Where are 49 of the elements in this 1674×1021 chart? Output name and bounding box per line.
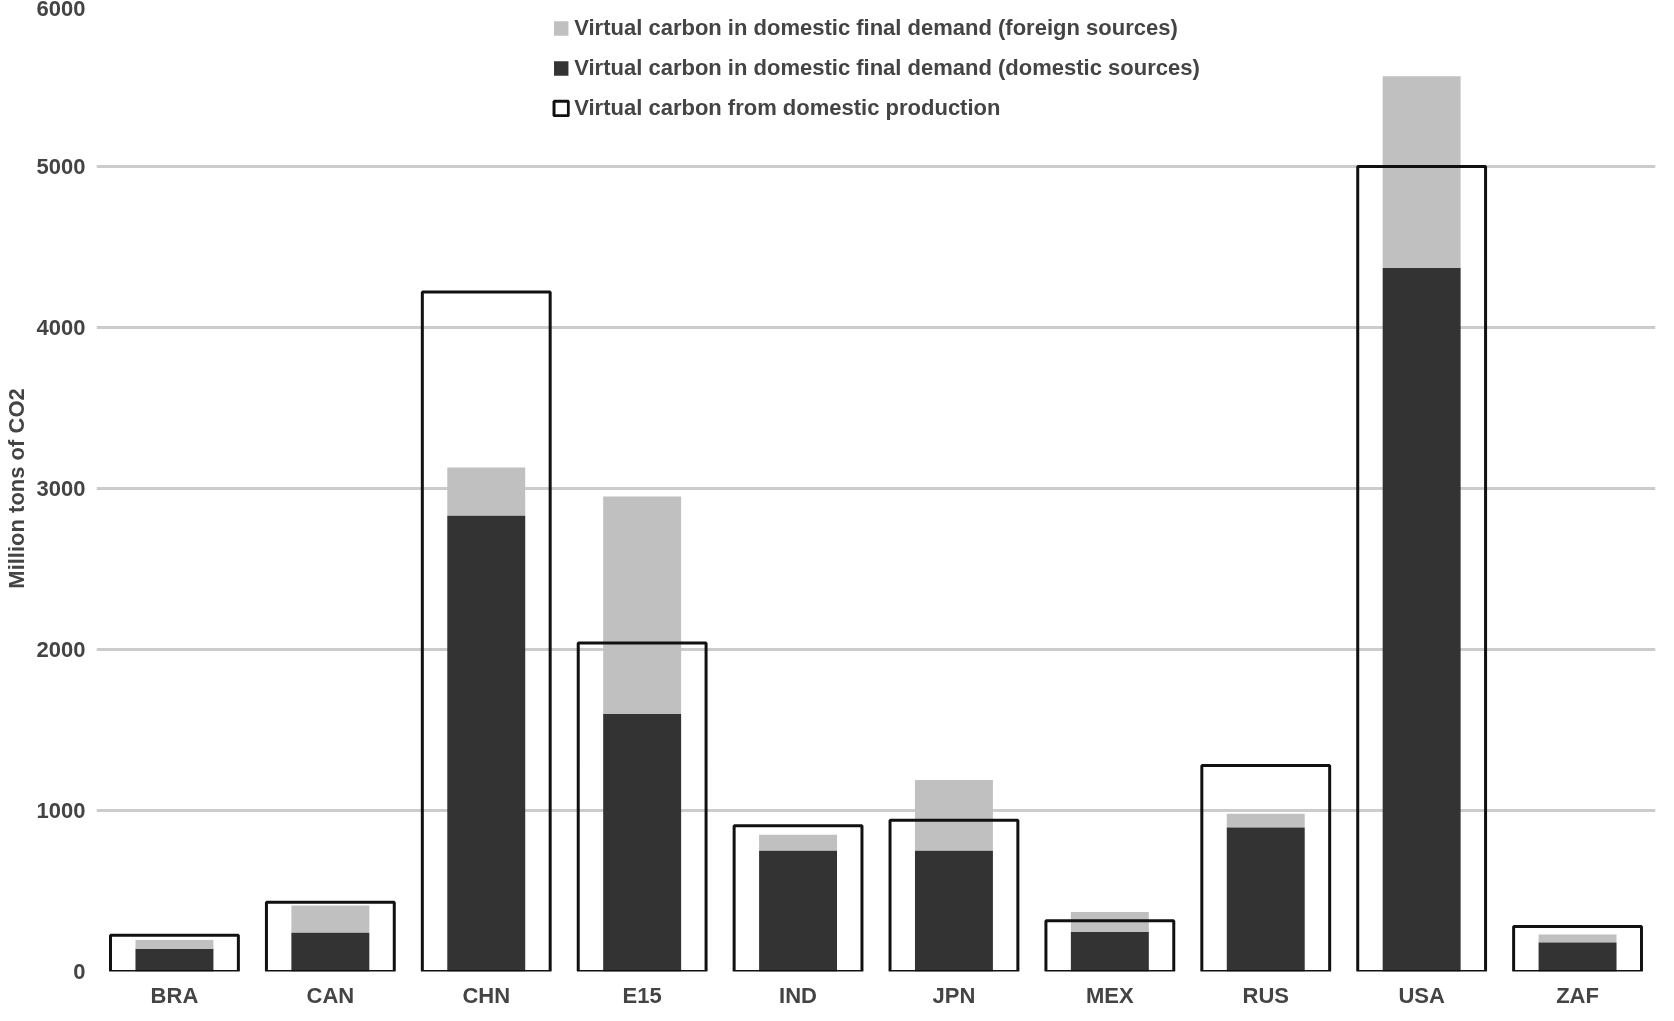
bar xyxy=(135,948,214,972)
bar xyxy=(109,933,240,972)
bar xyxy=(1044,919,1176,972)
bar xyxy=(603,713,682,972)
bar xyxy=(447,515,526,972)
bar xyxy=(135,940,214,949)
bar xyxy=(914,850,993,972)
bar xyxy=(732,824,864,972)
bar xyxy=(1538,934,1617,943)
bar xyxy=(447,467,526,516)
bar xyxy=(1200,763,1332,972)
bar xyxy=(759,834,838,851)
bar xyxy=(264,900,396,972)
x-tick-label: CHN xyxy=(462,982,511,1008)
bar xyxy=(291,905,370,933)
x-tick-label: JPN xyxy=(932,982,976,1008)
bar xyxy=(1538,942,1617,972)
x-tick-label: E15 xyxy=(622,982,662,1008)
legend-label: Virtual carbon in domestic final demand (domestic sources) xyxy=(574,55,1200,81)
bar xyxy=(1512,924,1643,972)
bar xyxy=(1382,267,1461,972)
x-tick-label: IND xyxy=(779,982,817,1008)
bar xyxy=(759,850,838,972)
x-tick-label: MEX xyxy=(1086,982,1135,1008)
x-tick-label: ZAF xyxy=(1556,982,1599,1008)
x-tick-label: RUS xyxy=(1242,982,1289,1008)
x-tick-label: CAN xyxy=(306,982,355,1008)
y-tick-label: 5000 xyxy=(36,154,86,179)
bar xyxy=(1382,76,1461,268)
y-axis-title: Million tons of CO2 xyxy=(3,388,29,589)
x-tick-label: BRA xyxy=(150,982,199,1008)
bar xyxy=(1070,932,1149,972)
bar xyxy=(1226,813,1305,828)
x-tick-label: USA xyxy=(1398,982,1445,1008)
y-tick-label: 0 xyxy=(73,959,86,984)
y-tick-label: 3000 xyxy=(36,476,86,501)
bar xyxy=(1226,827,1305,972)
bar xyxy=(576,641,708,972)
bar xyxy=(888,818,1020,972)
y-tick-label: 1000 xyxy=(36,798,86,823)
bar xyxy=(420,290,552,972)
bar xyxy=(291,932,370,972)
y-tick-label: 4000 xyxy=(36,315,86,340)
y-tick-label: 6000 xyxy=(36,0,86,21)
y-tick-label: 2000 xyxy=(36,637,86,662)
bar xyxy=(1356,165,1488,972)
legend-label: Virtual carbon in domestic final demand (foreign sources) xyxy=(574,15,1178,41)
legend-label: Virtual carbon from domestic production xyxy=(574,95,1001,121)
bar xyxy=(603,496,682,714)
